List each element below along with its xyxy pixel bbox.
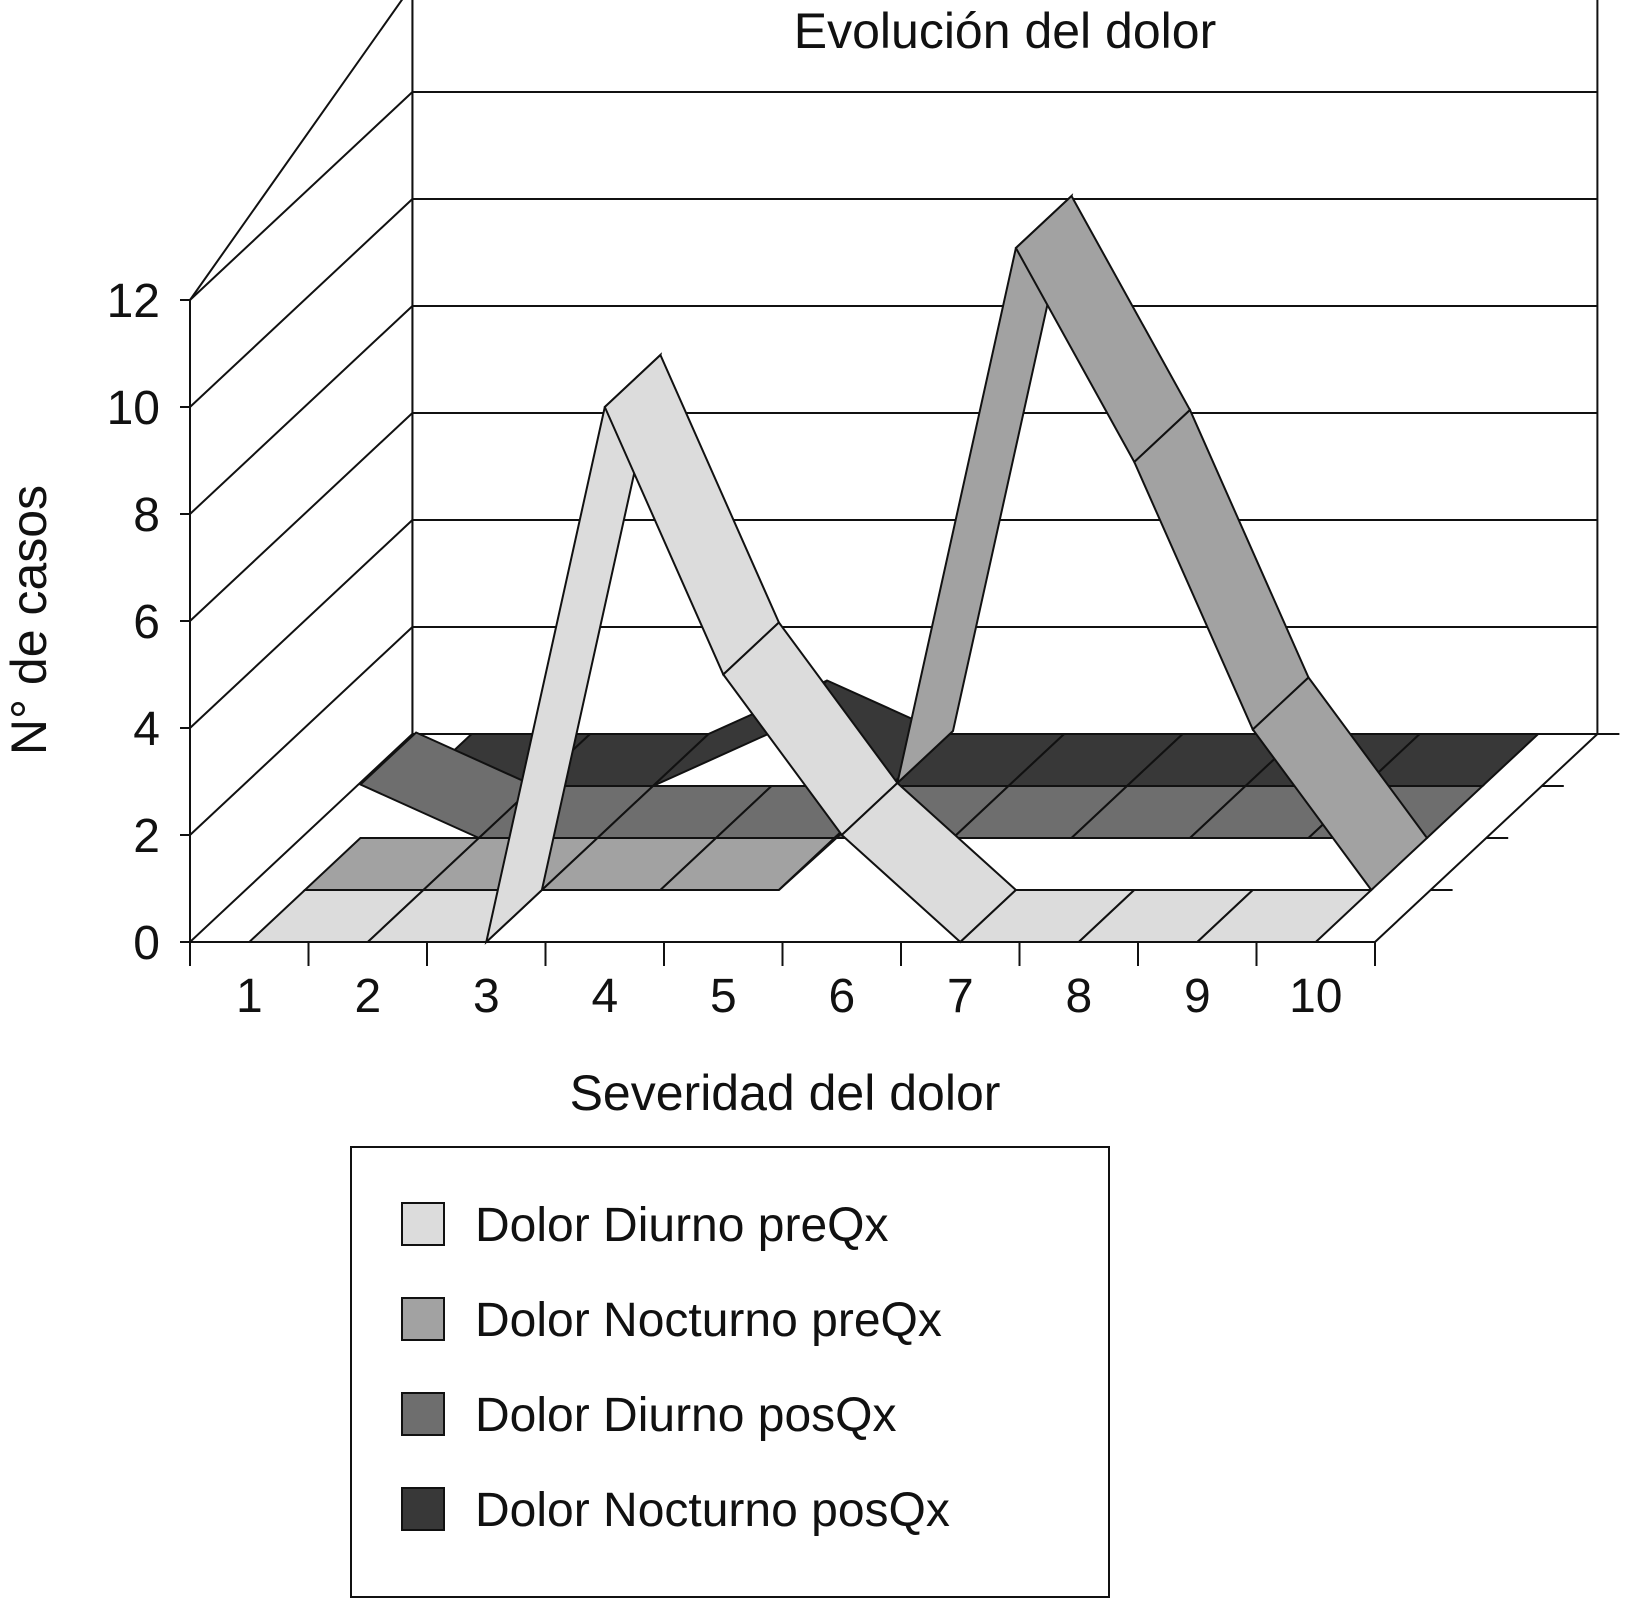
legend-swatch bbox=[401, 1202, 445, 1246]
axes bbox=[180, 299, 1620, 966]
y-tick-label: 0 bbox=[133, 917, 160, 970]
legend: Dolor Diurno preQx Dolor Nocturno preQx Do… bbox=[350, 1146, 1110, 1598]
gridline bbox=[189, 626, 414, 836]
legend-label: Dolor Diurno posQx bbox=[475, 1389, 897, 1442]
chart-title: Evolución del dolor bbox=[794, 3, 1217, 59]
x-tick-label: 6 bbox=[828, 970, 855, 1023]
x-tick-label: 3 bbox=[473, 970, 500, 1023]
y-tick-label: 6 bbox=[133, 596, 160, 649]
gridline bbox=[189, 91, 414, 301]
x-tick-label: 5 bbox=[710, 970, 737, 1023]
side-wall bbox=[189, 0, 414, 945]
x-tick-label: 9 bbox=[1184, 970, 1211, 1023]
series-2-segment bbox=[1251, 676, 1429, 892]
gridline bbox=[189, 198, 414, 408]
gridline bbox=[189, 412, 414, 622]
y-tick-label: 4 bbox=[133, 703, 160, 756]
x-tick-labels: 1 2 3 4 5 6 7 8 9 10 bbox=[236, 970, 1343, 1023]
x-tick-label: 7 bbox=[947, 970, 974, 1023]
legend-swatch bbox=[401, 1392, 445, 1436]
y-axis-title: N° de casos bbox=[1, 485, 57, 755]
y-tick-label: 12 bbox=[107, 275, 160, 328]
x-tick-label: 4 bbox=[591, 970, 618, 1023]
x-tick-label: 1 bbox=[236, 970, 263, 1023]
x-axis-title: Severidad del dolor bbox=[570, 1065, 1001, 1121]
legend-label: Dolor Nocturno preQx bbox=[475, 1294, 942, 1347]
gridline bbox=[189, 305, 414, 515]
legend-label: Dolor Diurno preQx bbox=[475, 1199, 888, 1252]
y-tick-labels: 0 2 4 6 8 10 12 bbox=[107, 275, 160, 970]
x-tick-label: 2 bbox=[354, 970, 381, 1023]
x-tick-label: 10 bbox=[1289, 970, 1342, 1023]
legend-swatch bbox=[401, 1297, 445, 1341]
series-1-ribbon bbox=[246, 352, 1374, 945]
legend-box bbox=[350, 1146, 1110, 1598]
y-tick-label: 2 bbox=[133, 810, 160, 863]
series-ribbons bbox=[246, 193, 1541, 945]
x-tick-label: 8 bbox=[1065, 970, 1092, 1023]
legend-label: Dolor Nocturno posQx bbox=[475, 1484, 950, 1537]
gridline bbox=[189, 519, 414, 729]
y-tick-label: 8 bbox=[133, 489, 160, 542]
legend-swatch bbox=[401, 1487, 445, 1531]
y-tick-label: 10 bbox=[107, 382, 160, 435]
